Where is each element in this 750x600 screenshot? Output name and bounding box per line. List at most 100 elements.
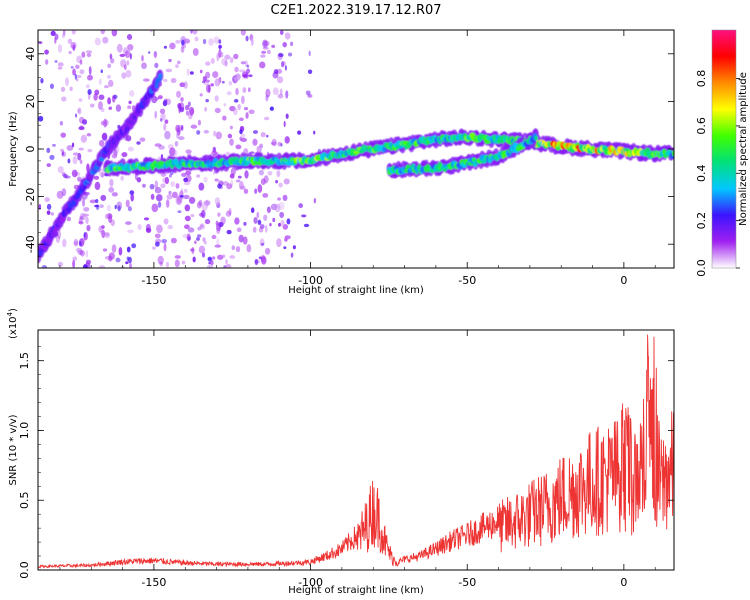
spectrogram-cell [276,238,282,248]
spectrogram-cell [79,215,84,221]
spectrogram-cell [161,238,167,244]
spectrogram-cell [230,167,236,176]
spectrogram-cell [187,236,191,241]
spectrogram-cell [256,145,262,153]
spectrogram-cell [181,172,187,178]
spectrogram-cell [202,237,206,242]
spectrogram-cell [83,206,90,212]
spectrogram-cell [183,181,191,186]
spectrogram-cell [25,262,29,269]
spectrogram-cell [100,230,106,235]
snr-y-tick-label: 0.5 [18,491,31,509]
spectrogram-cell [170,77,177,84]
spectrogram-cell [265,88,271,98]
spectrogram-cell [179,106,185,113]
spectrogram-cell [158,145,165,150]
spectrogram-cell [233,98,239,103]
spectrogram-cell [254,258,259,266]
spectrogram-cell [86,52,92,58]
spectrogram-cell [207,257,212,261]
spectrogram-cell [239,136,242,141]
spectrogram-cell [224,54,231,60]
spectrogram-cell [101,229,106,239]
spectrogram-cell [129,90,135,97]
spectrogram-cell [164,130,171,140]
spectrogram-cell [266,49,271,55]
spectrogram-cell [77,107,82,115]
spectrogram-cell [212,71,219,78]
spectrogram-cell [50,212,55,216]
spectrogram-cell [216,226,221,234]
spectrogram-cell [225,210,232,217]
spectrogram-cell [99,204,104,208]
spectrogram-cell [196,130,201,135]
spectrogram-cell [298,203,304,209]
spectrogram-cell [142,101,147,107]
spectrogram-cell [73,240,79,246]
spectrogram-cell [199,69,203,74]
spectrogram-cell [286,218,291,225]
snr-frame [37,329,675,571]
colorbar-tick-label: 0.4 [695,165,708,183]
spectrogram-cell [279,30,284,35]
spectrogram-cell [44,49,49,55]
spectrogram-cell [183,81,188,89]
spectrogram-cell [217,183,222,189]
colorbar-tick-label: 0.8 [695,70,708,88]
spectrogram-cell [72,152,79,156]
spectrogram-cell [109,53,113,60]
spectrogram-cell [162,100,168,107]
spectrogram-cell [109,178,114,187]
spectrogram-cell [199,93,203,97]
spectrogram-cell [60,86,66,92]
spectrogram-cell [154,97,159,101]
spectrogram-cell [190,213,195,218]
spectrogram-cell [256,211,260,219]
spectrogram-cell [192,256,196,263]
spectrogram-cell [277,76,284,84]
spectrogram-cell [240,61,246,65]
spectrogram-cell [57,62,64,67]
spectrogram-cell [236,227,242,233]
spectrogram-cell [382,146,387,153]
spectrogram-cell [175,39,181,44]
spectrogram-cell [89,103,95,108]
spectrogram-cell [285,90,289,99]
spectrogram-cell [229,255,236,259]
spectrogram-cell [79,159,83,165]
spectrogram-cell [235,179,241,183]
colorbar-ticks: 0.0 0.2 0.4 0.6 0.8 [695,70,740,277]
spectrogram-cell [94,181,101,191]
spectrogram-cell [129,262,133,268]
spectrogram-cell [243,106,249,111]
spectrogram-cell [258,256,262,260]
spectrogram-cell [186,68,190,76]
spectrogram-cell [270,203,278,211]
spectrogram-cell [129,190,135,195]
spectrogram-cell [165,199,170,208]
spectrogram-cell [41,265,48,268]
spectrogram-cell [183,188,188,193]
spectrogram-cell [77,108,80,114]
snr-x-axis-label: Height of straight line (km) [288,585,424,596]
spectrogram-cell [180,97,184,102]
spectrogram-cell [226,91,232,96]
spectrogram-y-tick-label: -40 [24,235,37,253]
spectrogram-cell [107,97,112,105]
spectrogram-cell [151,203,159,213]
spectrogram-cell [284,136,290,144]
spectrogram-cell [285,113,289,119]
spectrogram-cell [266,134,269,138]
spectrogram-cell [226,229,232,235]
spectrogram-cell [214,107,221,114]
spectrogram-cell [201,202,208,211]
spectrogram-cell [206,265,214,268]
spectrogram-cell [204,106,208,112]
spectrogram-cell [156,224,163,234]
spectrogram-panel: -150 -100 -50 0 -40 -20 0 20 40 Height of straig… [8,29,675,296]
spectrogram-cell [287,52,293,57]
spectrogram-cell [215,131,222,140]
spectrogram-cell [274,203,281,213]
spectrogram-cell [148,51,151,54]
spectrogram-cell [103,232,110,239]
